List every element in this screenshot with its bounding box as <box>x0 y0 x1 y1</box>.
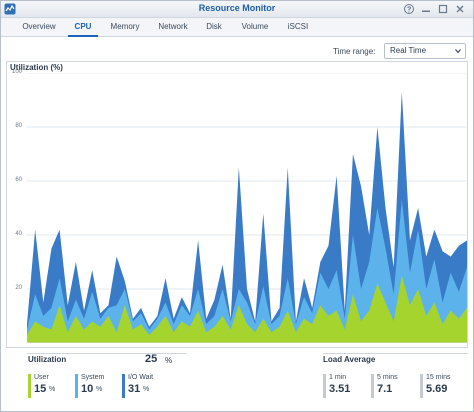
metric-label: I/O Wait <box>128 374 154 381</box>
metric-label: System <box>81 374 105 381</box>
tab-cpu[interactable]: CPU <box>68 18 98 37</box>
utilization-title: Utilization <box>28 355 67 364</box>
metric-label: User <box>34 374 49 381</box>
minimize-icon[interactable] <box>420 3 432 15</box>
y-tick-label: 60 <box>15 177 22 183</box>
tab-bar: Overview CPU Memory Network Disk Volume … <box>1 18 473 37</box>
divider <box>323 353 468 354</box>
time-range-value: Real Time <box>390 46 427 55</box>
metric-value: 10 <box>81 383 94 395</box>
tab-volume[interactable]: Volume <box>241 22 269 31</box>
y-tick-label: 100 <box>11 69 22 75</box>
time-range-select[interactable]: Real Time <box>384 43 466 59</box>
divider-bar <box>323 374 326 398</box>
utilization-total-unit: % <box>165 356 173 365</box>
tab-overview[interactable]: Overview <box>22 22 56 31</box>
divider-bar <box>371 374 374 398</box>
metric-value: 3.51 <box>329 383 351 395</box>
metric-value: 31 <box>128 383 141 395</box>
maximize-icon[interactable] <box>437 3 449 15</box>
color-swatch <box>28 374 31 398</box>
tab-memory[interactable]: Memory <box>110 22 140 31</box>
metric-label: 5 mins <box>377 374 398 381</box>
metric-label: 1 min <box>329 374 347 381</box>
metric-label: 15 mins <box>426 374 451 381</box>
series-area-system <box>27 199 467 343</box>
metric-unit: % <box>49 386 56 393</box>
metric-unit: % <box>143 386 150 393</box>
chevron-down-icon <box>455 49 461 54</box>
cpu-utilization-chart <box>27 73 467 343</box>
tab-network[interactable]: Network <box>158 22 188 31</box>
title-bar[interactable]: Resource Monitor <box>1 1 473 18</box>
tab-iscsi[interactable]: iSCSI <box>287 22 309 31</box>
divider <box>27 353 187 354</box>
color-swatch <box>75 374 78 398</box>
help-icon[interactable] <box>403 3 415 15</box>
chart-y-axis-label: Utilization (%) <box>10 63 63 72</box>
y-tick-label: 40 <box>15 231 22 237</box>
metric-value: 5.69 <box>426 383 448 395</box>
utilization-total: 25 <box>145 353 158 365</box>
y-tick-label: 80 <box>15 123 22 129</box>
metric-unit: % <box>96 386 103 393</box>
metric-value: 15 <box>34 383 47 395</box>
tab-disk[interactable]: Disk <box>206 22 222 31</box>
divider-bar <box>420 374 423 398</box>
color-swatch <box>122 374 125 398</box>
y-tick-label: 20 <box>15 285 22 291</box>
load-average-title: Load Average <box>323 355 376 364</box>
time-range-label: Time range: <box>333 47 376 56</box>
window-title: Resource Monitor <box>198 3 276 13</box>
resource-monitor-icon <box>4 3 16 15</box>
series-area-user <box>27 275 467 343</box>
metric-value: 7.1 <box>377 383 393 395</box>
close-icon[interactable] <box>454 3 466 15</box>
